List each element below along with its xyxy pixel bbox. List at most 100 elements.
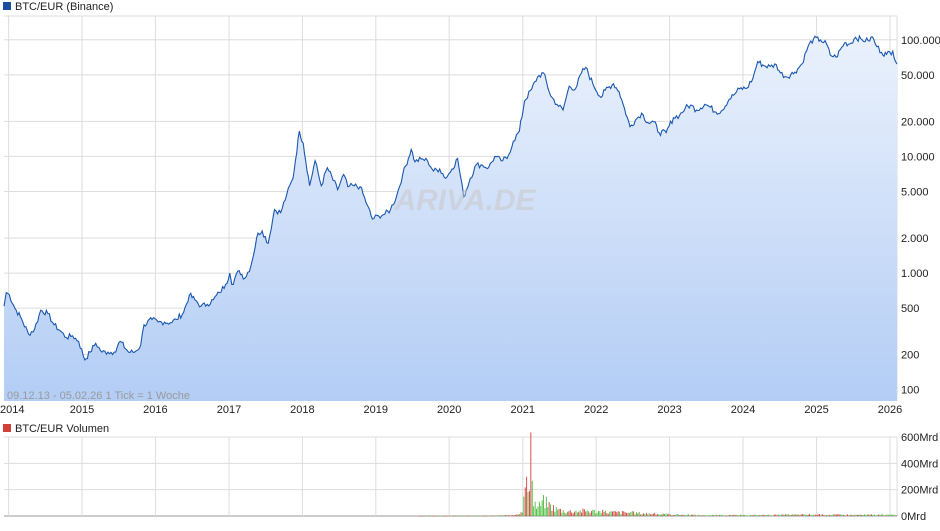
volume-bar — [695, 515, 696, 516]
volume-bar — [530, 432, 532, 516]
volume-bar — [603, 511, 605, 516]
volume-bar — [617, 511, 619, 516]
x-tick-label: 2025 — [804, 404, 828, 416]
volume-bar — [424, 515, 426, 517]
volume-bar — [652, 513, 654, 516]
volume-bar — [730, 515, 732, 516]
volume-bar — [761, 515, 763, 516]
volume-bar — [447, 515, 449, 517]
volume-bar — [662, 513, 664, 516]
volume-bar — [582, 508, 584, 516]
volume-bar — [538, 501, 540, 516]
volume-bar — [769, 515, 771, 517]
volume-bar — [451, 515, 453, 517]
volume-bar — [768, 514, 770, 516]
volume-bar — [554, 511, 556, 516]
price-y-ticks: 100 200 500 1.000 2.000 5.000 10.000 20.000 50.0… — [901, 35, 940, 397]
volume-bar — [438, 515, 440, 517]
volume-bar — [606, 513, 608, 516]
volume-bar — [454, 515, 456, 517]
volume-bar — [696, 515, 698, 517]
x-tick-label: 2016 — [143, 404, 167, 416]
range-note: 09.12.13 - 05.02.26 1 Tick = 1 Woche — [7, 390, 190, 402]
volume-bar — [699, 515, 701, 516]
volume-bar — [638, 511, 640, 516]
volume-bar — [578, 511, 580, 516]
volume-bar — [841, 514, 843, 516]
volume-bar — [759, 515, 761, 516]
volume-bar — [467, 515, 468, 517]
volume-bar — [731, 514, 733, 516]
price-area — [4, 36, 897, 401]
volume-bar — [612, 511, 613, 516]
x-tick-label: 2021 — [511, 404, 535, 416]
volume-bar — [679, 515, 681, 516]
volume-bar — [495, 515, 497, 517]
volume-bar — [529, 491, 530, 516]
volume-bar — [813, 514, 815, 516]
volume-bar — [765, 515, 767, 516]
volume-bar — [771, 515, 772, 516]
volume-bar — [800, 514, 802, 516]
volume-bar — [702, 515, 704, 517]
volume-bar — [667, 514, 668, 516]
volume-bar — [651, 514, 653, 516]
volume-bar — [819, 514, 820, 516]
volume-bar — [734, 514, 736, 516]
volume-bar — [620, 514, 622, 516]
volume-bar — [840, 514, 841, 516]
volume-bar — [423, 515, 425, 517]
volume-bar — [526, 476, 528, 516]
volume-bar — [627, 512, 629, 516]
volume-bar — [602, 509, 604, 516]
x-tick-label: 2023 — [657, 404, 681, 416]
volume-bar — [472, 515, 474, 517]
price-y-tick-label: 5.000 — [901, 187, 929, 199]
volume-y-tick-label: 600Mrd — [901, 432, 938, 444]
volume-bar — [517, 514, 519, 516]
volume-bar — [855, 514, 857, 516]
x-tick-label: 2024 — [731, 404, 755, 416]
volume-legend-label: BTC/EUR Volumen — [15, 423, 109, 435]
price-y-tick-label: 200 — [901, 350, 919, 362]
volume-bar — [672, 515, 674, 516]
volume-bar — [429, 515, 430, 517]
volume-bar — [821, 514, 823, 516]
volume-bar — [644, 514, 646, 516]
volume-bar — [607, 513, 609, 516]
volume-bar — [676, 514, 678, 516]
volume-bar — [859, 514, 861, 516]
volume-bar — [509, 515, 511, 516]
volume-bar — [486, 515, 488, 517]
volume-bar — [814, 514, 816, 516]
volume-bar — [441, 515, 443, 517]
volume-bar — [869, 514, 871, 516]
volume-bar — [705, 515, 706, 517]
volume-bar — [727, 515, 729, 517]
volume-bar — [674, 515, 675, 516]
volume-bar — [485, 515, 487, 517]
volume-bar — [426, 515, 428, 517]
volume-bar — [788, 514, 789, 516]
volume-bar — [560, 508, 561, 516]
volume-bar — [579, 510, 581, 516]
volume-bar — [478, 515, 480, 517]
volume-bar — [710, 515, 712, 516]
volume-y-tick-label: 200Mrd — [901, 485, 938, 497]
volume-bar — [659, 514, 661, 516]
volume-bar — [446, 515, 447, 517]
volume-bar — [893, 514, 895, 516]
volume-bar — [448, 515, 450, 517]
volume-bar — [609, 511, 611, 516]
volume-bar — [534, 501, 536, 516]
volume-bar — [457, 515, 459, 517]
volume-bar — [834, 514, 836, 516]
volume-bar — [474, 515, 475, 517]
x-tick-label: 2020 — [437, 404, 461, 416]
volume-bar — [500, 515, 502, 516]
volume-bar — [861, 514, 863, 516]
volume-bar — [655, 514, 657, 516]
volume-bar — [484, 515, 485, 517]
volume-bar — [745, 515, 747, 516]
volume-bar — [886, 514, 888, 516]
